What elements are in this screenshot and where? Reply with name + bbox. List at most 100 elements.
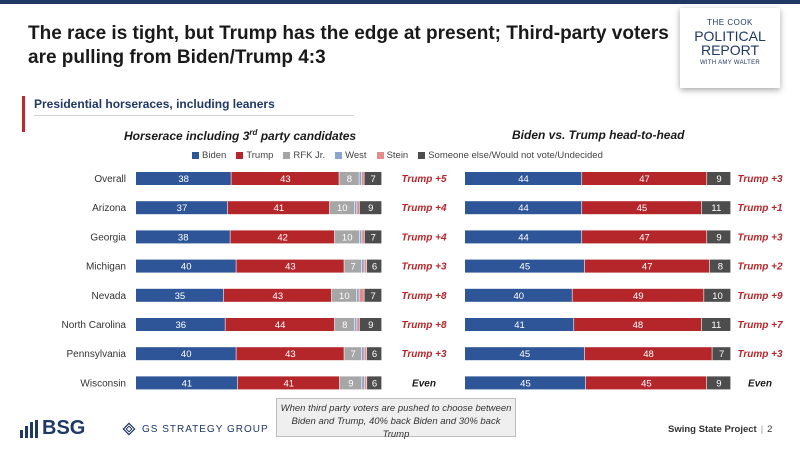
chart-legend: Biden Trump RFK Jr. West Stein Someone else/W… (192, 150, 603, 161)
bar-seg-stein-0-5 (357, 318, 360, 331)
right-panel-title: Biden vs. Trump head-to-head (512, 128, 685, 142)
bar-seg-other-0-4 (364, 288, 382, 302)
bar-label-trump-1-5: 48 (633, 320, 644, 331)
bar-label-biden-1-1: 44 (518, 203, 529, 214)
category-label-2: Georgia (90, 232, 126, 243)
bar-seg-stein-0-1 (357, 201, 360, 215)
bar-seg-biden-0-2 (136, 230, 230, 244)
margin-label-0-5: Trump +8 (401, 320, 447, 331)
bar-label-other-1-2: 9 (716, 232, 721, 243)
bar-seg-trump-1-4 (572, 288, 704, 302)
bar-seg-other-1-2 (707, 230, 731, 244)
bar-seg-biden-1-2 (465, 230, 582, 244)
bar-label-biden-1-0: 44 (518, 174, 529, 185)
bar-seg-other-0-5 (359, 318, 382, 331)
bar-seg-trump-0-4 (223, 288, 332, 302)
legend-item-other: Someone else/Would not vote/Undecided (418, 150, 603, 161)
bar-seg-stein-0-2 (362, 230, 364, 244)
project-name: Swing State Project (668, 424, 757, 435)
bar-label-trump-0-5: 44 (275, 320, 286, 331)
legend-item-biden: Biden (192, 150, 226, 161)
bar-label-rfk-0-7: 9 (348, 378, 353, 389)
legend-label-west: West (345, 150, 367, 161)
bar-seg-other-0-0 (364, 172, 382, 185)
bar-seg-trump-1-7 (585, 376, 707, 390)
bar-label-rfk-0-2: 10 (342, 232, 353, 243)
bar-label-trump-1-6: 48 (643, 349, 654, 360)
bar-label-other-0-4: 7 (371, 291, 376, 302)
bar-seg-trump-1-2 (582, 230, 707, 244)
bar-label-rfk-0-3: 7 (350, 262, 355, 273)
bar-label-other-0-2: 7 (371, 232, 376, 243)
bar-label-rfk-0-0: 8 (347, 174, 352, 185)
bar-label-trump-1-3: 47 (642, 262, 653, 273)
bsg-logo: BSG (20, 417, 85, 440)
category-label-0: Overall (94, 174, 126, 185)
bar-seg-trump-1-5 (574, 318, 702, 331)
legend-swatch-west (335, 152, 343, 159)
bar-seg-rfk-0-4 (331, 288, 357, 302)
bar-label-other-1-1: 11 (711, 203, 721, 214)
bar-seg-other-1-6 (712, 347, 731, 361)
bar-seg-biden-1-4 (465, 288, 572, 302)
margin-label-0-0: Trump +5 (401, 174, 447, 185)
margin-label-1-3: Trump +2 (737, 262, 783, 273)
bar-label-trump-0-7: 41 (284, 378, 295, 389)
bsg-mark-icon (20, 419, 38, 438)
bar-seg-stein-0-3 (364, 259, 367, 273)
bar-seg-west-0-2 (359, 230, 362, 244)
bar-label-biden-0-6: 40 (181, 349, 192, 360)
bar-label-biden-1-4: 40 (513, 291, 524, 302)
category-label-5: North Carolina (62, 320, 127, 331)
bar-label-trump-0-4: 43 (273, 291, 284, 302)
legend-label-trump: Trump (246, 150, 274, 161)
bar-label-rfk-0-5: 8 (342, 320, 347, 331)
bar-label-other-0-6: 6 (372, 349, 377, 360)
bar-label-trump-0-3: 43 (285, 262, 296, 273)
legend-label-biden: Biden (202, 150, 227, 161)
top-accent-line (0, 0, 800, 4)
bar-seg-trump-0-5 (225, 318, 335, 331)
bar-seg-rfk-0-2 (334, 230, 360, 244)
footer-project: Swing State Project | 2 (668, 424, 773, 435)
bar-label-trump-1-1: 45 (637, 203, 648, 214)
bar-label-trump-0-1: 41 (274, 203, 285, 214)
bar-label-biden-0-7: 41 (182, 378, 193, 389)
bar-label-other-1-4: 10 (712, 291, 723, 302)
legend-item-stein: Stein (376, 150, 408, 161)
bar-label-other-1-3: 8 (718, 262, 723, 273)
bar-seg-trump-0-7 (237, 376, 340, 390)
bar-label-biden-0-3: 40 (181, 262, 192, 273)
bar-seg-other-1-7 (706, 376, 731, 390)
bar-seg-trump-1-3 (584, 259, 710, 273)
stacked-bar-charts: 38 43 8 7 Overall Trump +5 37 41 10 9 Arizona Trump… (62, 172, 783, 390)
subtitle-divider (34, 115, 354, 116)
bar-seg-biden-1-5 (465, 318, 574, 331)
legend-label-rfk: RFK Jr. (293, 150, 326, 161)
title-line-2: are pulling from Biden/Trump 4:3 (28, 47, 326, 68)
bar-seg-other-0-6 (366, 347, 382, 361)
logo-line-3: REPORT (700, 42, 760, 58)
bar-seg-stein-0-6 (364, 347, 367, 361)
bar-seg-stein-0-4 (359, 288, 364, 302)
margin-label-0-1: Trump +4 (401, 203, 447, 214)
bar-seg-other-0-1 (359, 201, 382, 215)
bsg-text: BSG (42, 417, 86, 439)
bar-seg-stein-0-0 (361, 172, 364, 185)
bar-seg-trump-1-0 (582, 172, 707, 185)
logo-line-2: POLITICAL (694, 28, 766, 44)
bar-seg-biden-1-1 (465, 201, 582, 215)
bar-seg-rfk-0-6 (344, 347, 362, 361)
bar-label-biden-0-0: 38 (178, 174, 189, 185)
bar-seg-biden-0-1 (136, 201, 228, 215)
bar-seg-biden-1-3 (465, 259, 585, 273)
bar-label-other-0-1: 9 (368, 203, 373, 214)
bar-seg-trump-0-0 (231, 172, 339, 185)
bar-seg-biden-0-6 (136, 347, 236, 361)
bar-label-rfk-0-4: 10 (339, 291, 350, 302)
bar-seg-west-0-7 (362, 376, 364, 390)
bar-seg-biden-0-0 (136, 172, 231, 185)
category-label-6: Pennsylvania (67, 349, 127, 360)
bar-seg-west-0-1 (354, 201, 357, 215)
bar-seg-trump-1-6 (584, 347, 712, 361)
